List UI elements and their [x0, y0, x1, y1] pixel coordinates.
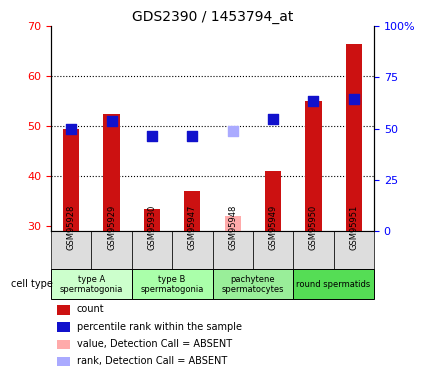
Point: [350, 96, 357, 102]
FancyBboxPatch shape: [212, 231, 253, 268]
FancyBboxPatch shape: [132, 231, 172, 268]
FancyBboxPatch shape: [51, 268, 132, 299]
Point: [149, 133, 156, 139]
Text: count: count: [77, 304, 105, 315]
Text: round spermatids: round spermatids: [297, 280, 371, 289]
Text: GSM95949: GSM95949: [269, 205, 278, 250]
Bar: [104, 114, 120, 231]
FancyBboxPatch shape: [293, 231, 334, 268]
FancyBboxPatch shape: [91, 231, 132, 268]
Point: [310, 98, 317, 104]
Text: type A
spermatogonia: type A spermatogonia: [60, 274, 123, 294]
Bar: [57, 339, 71, 349]
Bar: [57, 322, 71, 332]
Point: [230, 128, 236, 134]
Point: [108, 118, 115, 124]
Text: rank, Detection Call = ABSENT: rank, Detection Call = ABSENT: [77, 356, 227, 366]
FancyBboxPatch shape: [334, 231, 374, 268]
Text: GSM95947: GSM95947: [188, 205, 197, 250]
FancyBboxPatch shape: [172, 231, 212, 268]
Bar: [305, 101, 321, 231]
Bar: [184, 191, 201, 231]
Text: cell type: cell type: [11, 279, 53, 289]
FancyBboxPatch shape: [51, 231, 91, 268]
Bar: [63, 129, 79, 231]
Text: GSM95950: GSM95950: [309, 205, 318, 250]
Text: value, Detection Call = ABSENT: value, Detection Call = ABSENT: [77, 339, 232, 349]
FancyBboxPatch shape: [253, 231, 293, 268]
Bar: [57, 357, 71, 366]
FancyBboxPatch shape: [293, 268, 374, 299]
Title: GDS2390 / 1453794_at: GDS2390 / 1453794_at: [132, 10, 293, 24]
Text: GSM95928: GSM95928: [67, 205, 76, 250]
Point: [68, 126, 75, 132]
FancyBboxPatch shape: [132, 268, 212, 299]
Text: GSM95930: GSM95930: [147, 205, 156, 250]
FancyBboxPatch shape: [212, 268, 293, 299]
Bar: [144, 209, 160, 231]
Text: pachytene
spermatocytes: pachytene spermatocytes: [221, 274, 284, 294]
Text: GSM95951: GSM95951: [349, 205, 358, 250]
Bar: [346, 44, 362, 231]
Point: [269, 116, 276, 122]
Bar: [224, 216, 241, 231]
Bar: [265, 171, 281, 231]
Text: type B
spermatogonia: type B spermatogonia: [140, 274, 204, 294]
Bar: [57, 305, 71, 315]
Text: GSM95948: GSM95948: [228, 205, 237, 250]
Point: [189, 133, 196, 139]
Text: percentile rank within the sample: percentile rank within the sample: [77, 321, 242, 332]
Text: GSM95929: GSM95929: [107, 205, 116, 250]
